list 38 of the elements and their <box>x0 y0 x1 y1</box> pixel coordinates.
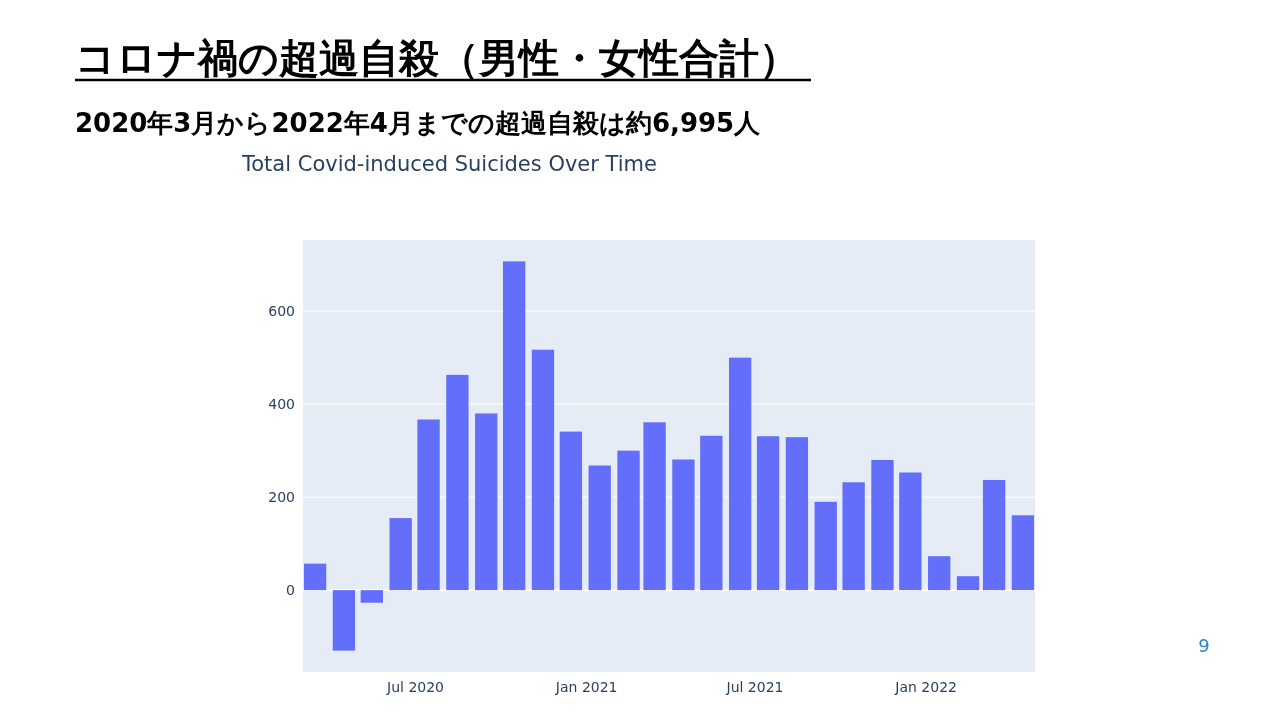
bar <box>332 590 356 651</box>
text: 9 <box>1198 635 1210 656</box>
bar <box>728 357 752 591</box>
bar <box>588 465 611 591</box>
bar <box>814 501 837 591</box>
bar <box>559 431 583 591</box>
chart-subtitle: 2020年3月から2022年4月までの超過自殺は約6,995人 <box>75 108 762 138</box>
bar <box>446 374 469 591</box>
bar <box>982 479 1006 591</box>
y-tick-label: 600 <box>268 303 295 320</box>
bar <box>643 422 666 591</box>
bar <box>928 556 951 591</box>
bar <box>303 563 327 591</box>
bar <box>842 482 865 591</box>
bar <box>672 459 695 591</box>
chart-title: コロナ禍の超過自殺（男性・女性合計） <box>75 35 799 81</box>
bar <box>871 459 894 591</box>
bar <box>785 437 809 591</box>
bar <box>417 419 440 591</box>
text: Total Covid-induced Suicides Over Time <box>241 152 657 176</box>
bar <box>956 576 980 591</box>
bar <box>700 435 723 591</box>
x-tick-label: Jul 2021 <box>725 679 784 695</box>
x-tick-label: Jan 2022 <box>894 679 958 695</box>
bar <box>475 413 498 591</box>
x-tick-label: Jul 2020 <box>386 679 445 695</box>
y-tick-label: 200 <box>268 489 295 506</box>
bar <box>756 436 780 591</box>
bar <box>360 590 383 603</box>
bar <box>502 261 526 591</box>
bar <box>1011 515 1035 591</box>
bar <box>617 450 640 591</box>
bar <box>389 518 412 591</box>
y-tick-label: 400 <box>268 396 295 413</box>
y-tick-label: 0 <box>286 582 295 599</box>
x-tick-label: Jan 2021 <box>554 679 618 695</box>
bar <box>531 349 555 591</box>
bar <box>899 472 922 591</box>
